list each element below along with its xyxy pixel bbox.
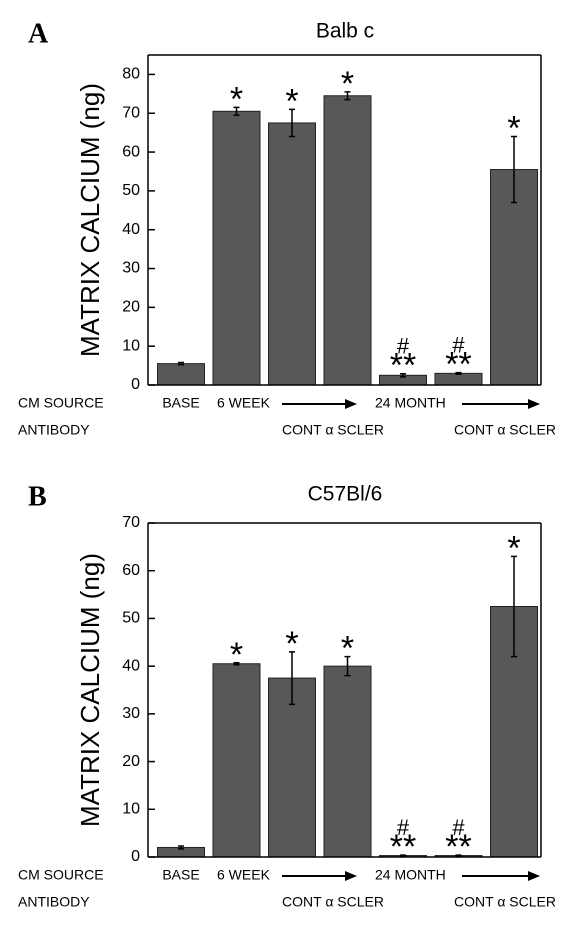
- group-label: CONT α SCLER: [454, 894, 556, 910]
- y-tick-label: 0: [131, 848, 140, 865]
- error-bar: [233, 106, 240, 116]
- arrow-head: [345, 399, 357, 409]
- group-label: BASE: [162, 867, 199, 883]
- hash-mark: #: [452, 815, 465, 840]
- group-label: 24 MONTH: [375, 395, 446, 411]
- significance-mark: *: [230, 80, 243, 118]
- y-tick-label: 70: [122, 514, 140, 531]
- bar: [212, 110, 261, 386]
- group-label: CONT α SCLER: [282, 894, 384, 910]
- significance-mark: *: [507, 529, 520, 567]
- significance-mark: *: [285, 82, 298, 120]
- y-axis-label: MATRIX CALCIUM (ng): [75, 553, 105, 827]
- significance-mark: *: [285, 625, 298, 663]
- y-tick-label: 50: [122, 182, 140, 199]
- group-label: CONT α SCLER: [282, 422, 384, 438]
- significance-mark: **: [390, 828, 416, 866]
- group-label: BASE: [162, 395, 199, 411]
- y-tick-label: 20: [122, 753, 140, 770]
- error-bar: [511, 135, 517, 204]
- y-tick-label: 80: [122, 66, 140, 83]
- significance-mark: *: [507, 110, 520, 148]
- group-label: 24 MONTH: [375, 867, 446, 883]
- error-bar: [178, 845, 184, 850]
- row-label: CM SOURCE: [18, 867, 104, 883]
- y-tick-label: 10: [122, 337, 140, 354]
- row-label: ANTIBODY: [18, 422, 90, 438]
- bar: [323, 665, 372, 858]
- bar: [157, 363, 205, 386]
- error-bar: [178, 361, 184, 366]
- panel-label: B: [28, 481, 47, 512]
- significance-mark: *: [341, 65, 354, 103]
- error-bar: [455, 854, 462, 857]
- group-label: 6 WEEK: [217, 395, 271, 411]
- error-bar: [344, 655, 351, 677]
- arrow-head: [528, 399, 540, 409]
- row-label: ANTIBODY: [18, 894, 90, 910]
- y-tick-label: 20: [122, 299, 140, 316]
- chart-title: Balb c: [316, 20, 374, 43]
- hash-mark: #: [452, 332, 465, 357]
- significance-mark: **: [445, 828, 471, 866]
- panel-label: A: [28, 18, 49, 49]
- significance-mark: **: [445, 346, 471, 384]
- chart-title: C57Bl/6: [308, 483, 383, 506]
- bar: [268, 677, 316, 858]
- bar: [323, 95, 372, 386]
- error-bar: [344, 91, 351, 101]
- error-bar: [455, 371, 462, 375]
- error-bar: [233, 662, 240, 666]
- error-bar: [511, 555, 517, 658]
- significance-mark: *: [341, 630, 354, 668]
- error-bar: [400, 372, 406, 378]
- error-bar: [289, 108, 295, 138]
- group-label: CONT α SCLER: [454, 422, 556, 438]
- bar: [490, 169, 538, 386]
- significance-mark: **: [390, 347, 416, 385]
- hash-mark: #: [397, 334, 410, 359]
- error-bar: [289, 651, 295, 706]
- y-tick-label: 60: [122, 562, 140, 579]
- error-bar: [400, 854, 406, 857]
- group-label: 6 WEEK: [217, 867, 271, 883]
- y-tick-label: 70: [122, 104, 140, 121]
- y-tick-label: 40: [122, 657, 140, 674]
- y-tick-label: 30: [122, 705, 140, 722]
- y-tick-label: 40: [122, 221, 140, 238]
- significance-mark: *: [230, 636, 243, 674]
- y-tick-label: 60: [122, 143, 140, 160]
- y-tick-label: 0: [131, 376, 140, 393]
- y-tick-label: 50: [122, 610, 140, 627]
- y-tick-label: 30: [122, 260, 140, 277]
- bar: [268, 122, 316, 386]
- hash-mark: #: [397, 815, 410, 840]
- row-label: CM SOURCE: [18, 395, 104, 411]
- y-tick-label: 10: [122, 801, 140, 818]
- y-axis-label: MATRIX CALCIUM (ng): [75, 83, 105, 357]
- arrow-head: [528, 871, 540, 881]
- bar: [212, 663, 261, 858]
- arrow-head: [345, 871, 357, 881]
